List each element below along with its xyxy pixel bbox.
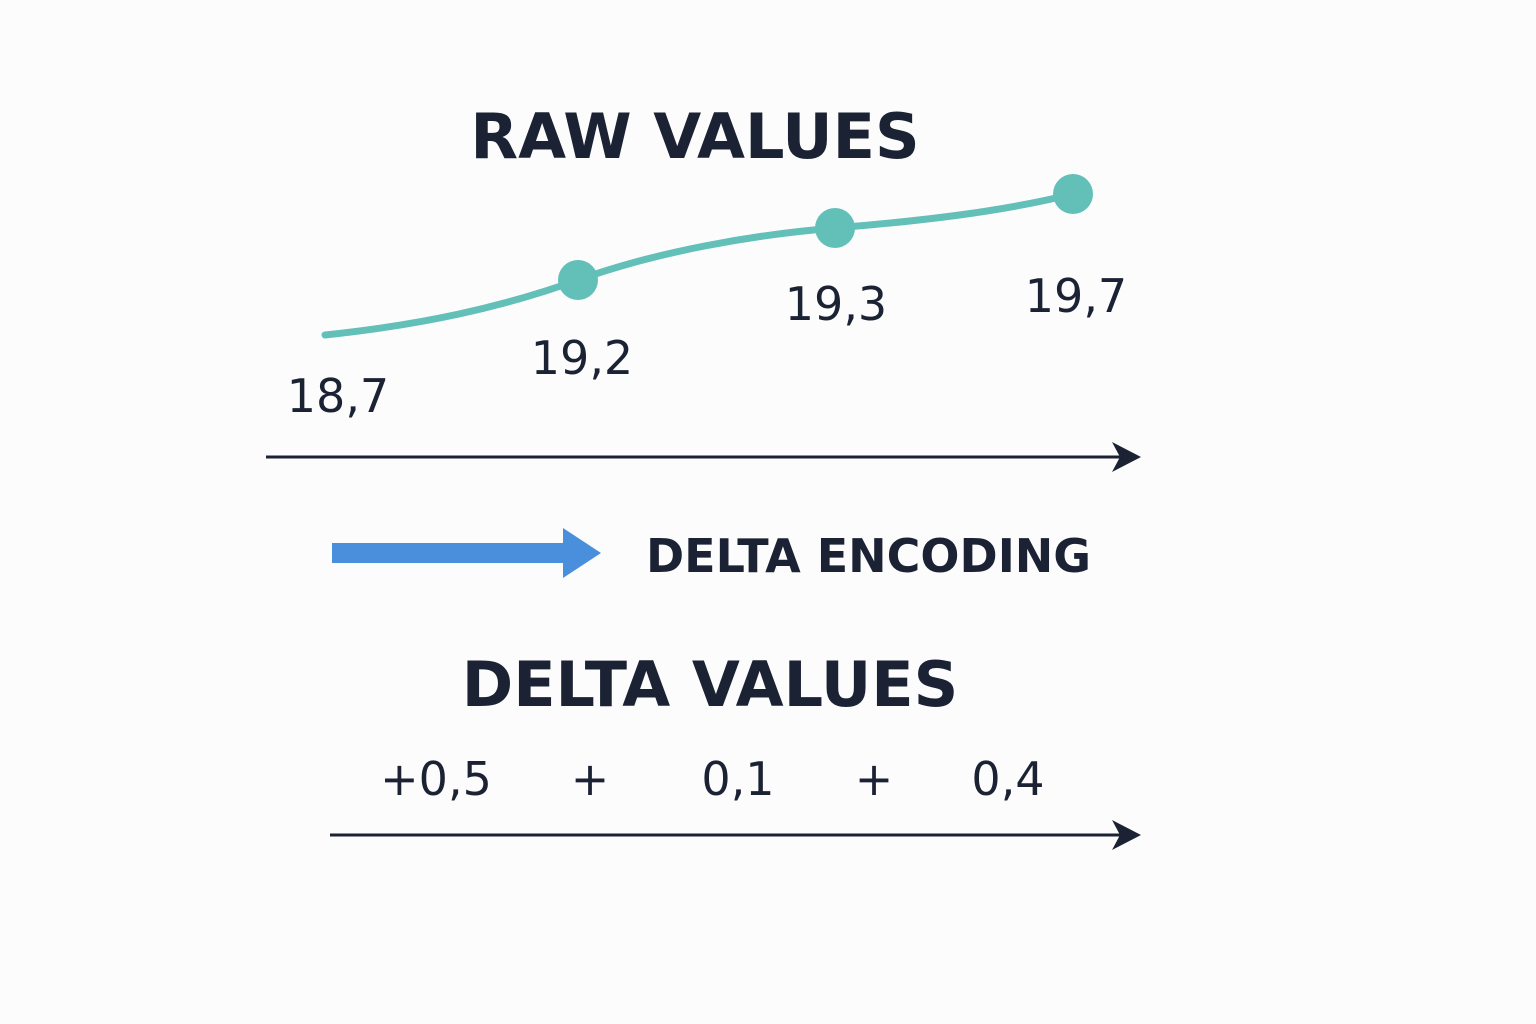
encoding-arrow-icon: [332, 528, 601, 578]
raw-value-marker: [558, 260, 598, 300]
delta-plus-sign: +: [571, 752, 610, 806]
raw-values-title: RAW VALUES: [470, 100, 919, 173]
raw-value-label: 19,3: [785, 277, 887, 331]
delta-value-label: 0,1: [701, 752, 774, 806]
raw-value-marker: [815, 208, 855, 248]
delta-value-row: +0,5 +0,1 +0,4: [380, 752, 1044, 806]
raw-value-markers: [558, 174, 1093, 300]
delta-axis: [330, 820, 1141, 850]
delta-value-label: +0,5: [380, 752, 492, 806]
delta-values-title: DELTA VALUES: [462, 648, 959, 721]
delta-encoding-label: DELTA ENCODING: [646, 529, 1091, 583]
raw-value-labels: 18,7 19,2 19,3 19,7: [287, 269, 1127, 423]
raw-value-label: 19,7: [1025, 269, 1127, 323]
delta-plus-sign: +: [855, 752, 894, 806]
raw-values-curve: [321, 190, 1077, 339]
raw-time-axis: [266, 442, 1141, 472]
raw-value-label: 18,7: [287, 369, 389, 423]
raw-value-marker: [1053, 174, 1093, 214]
raw-value-label: 19,2: [531, 331, 633, 385]
delta-value-label: 0,4: [971, 752, 1044, 806]
